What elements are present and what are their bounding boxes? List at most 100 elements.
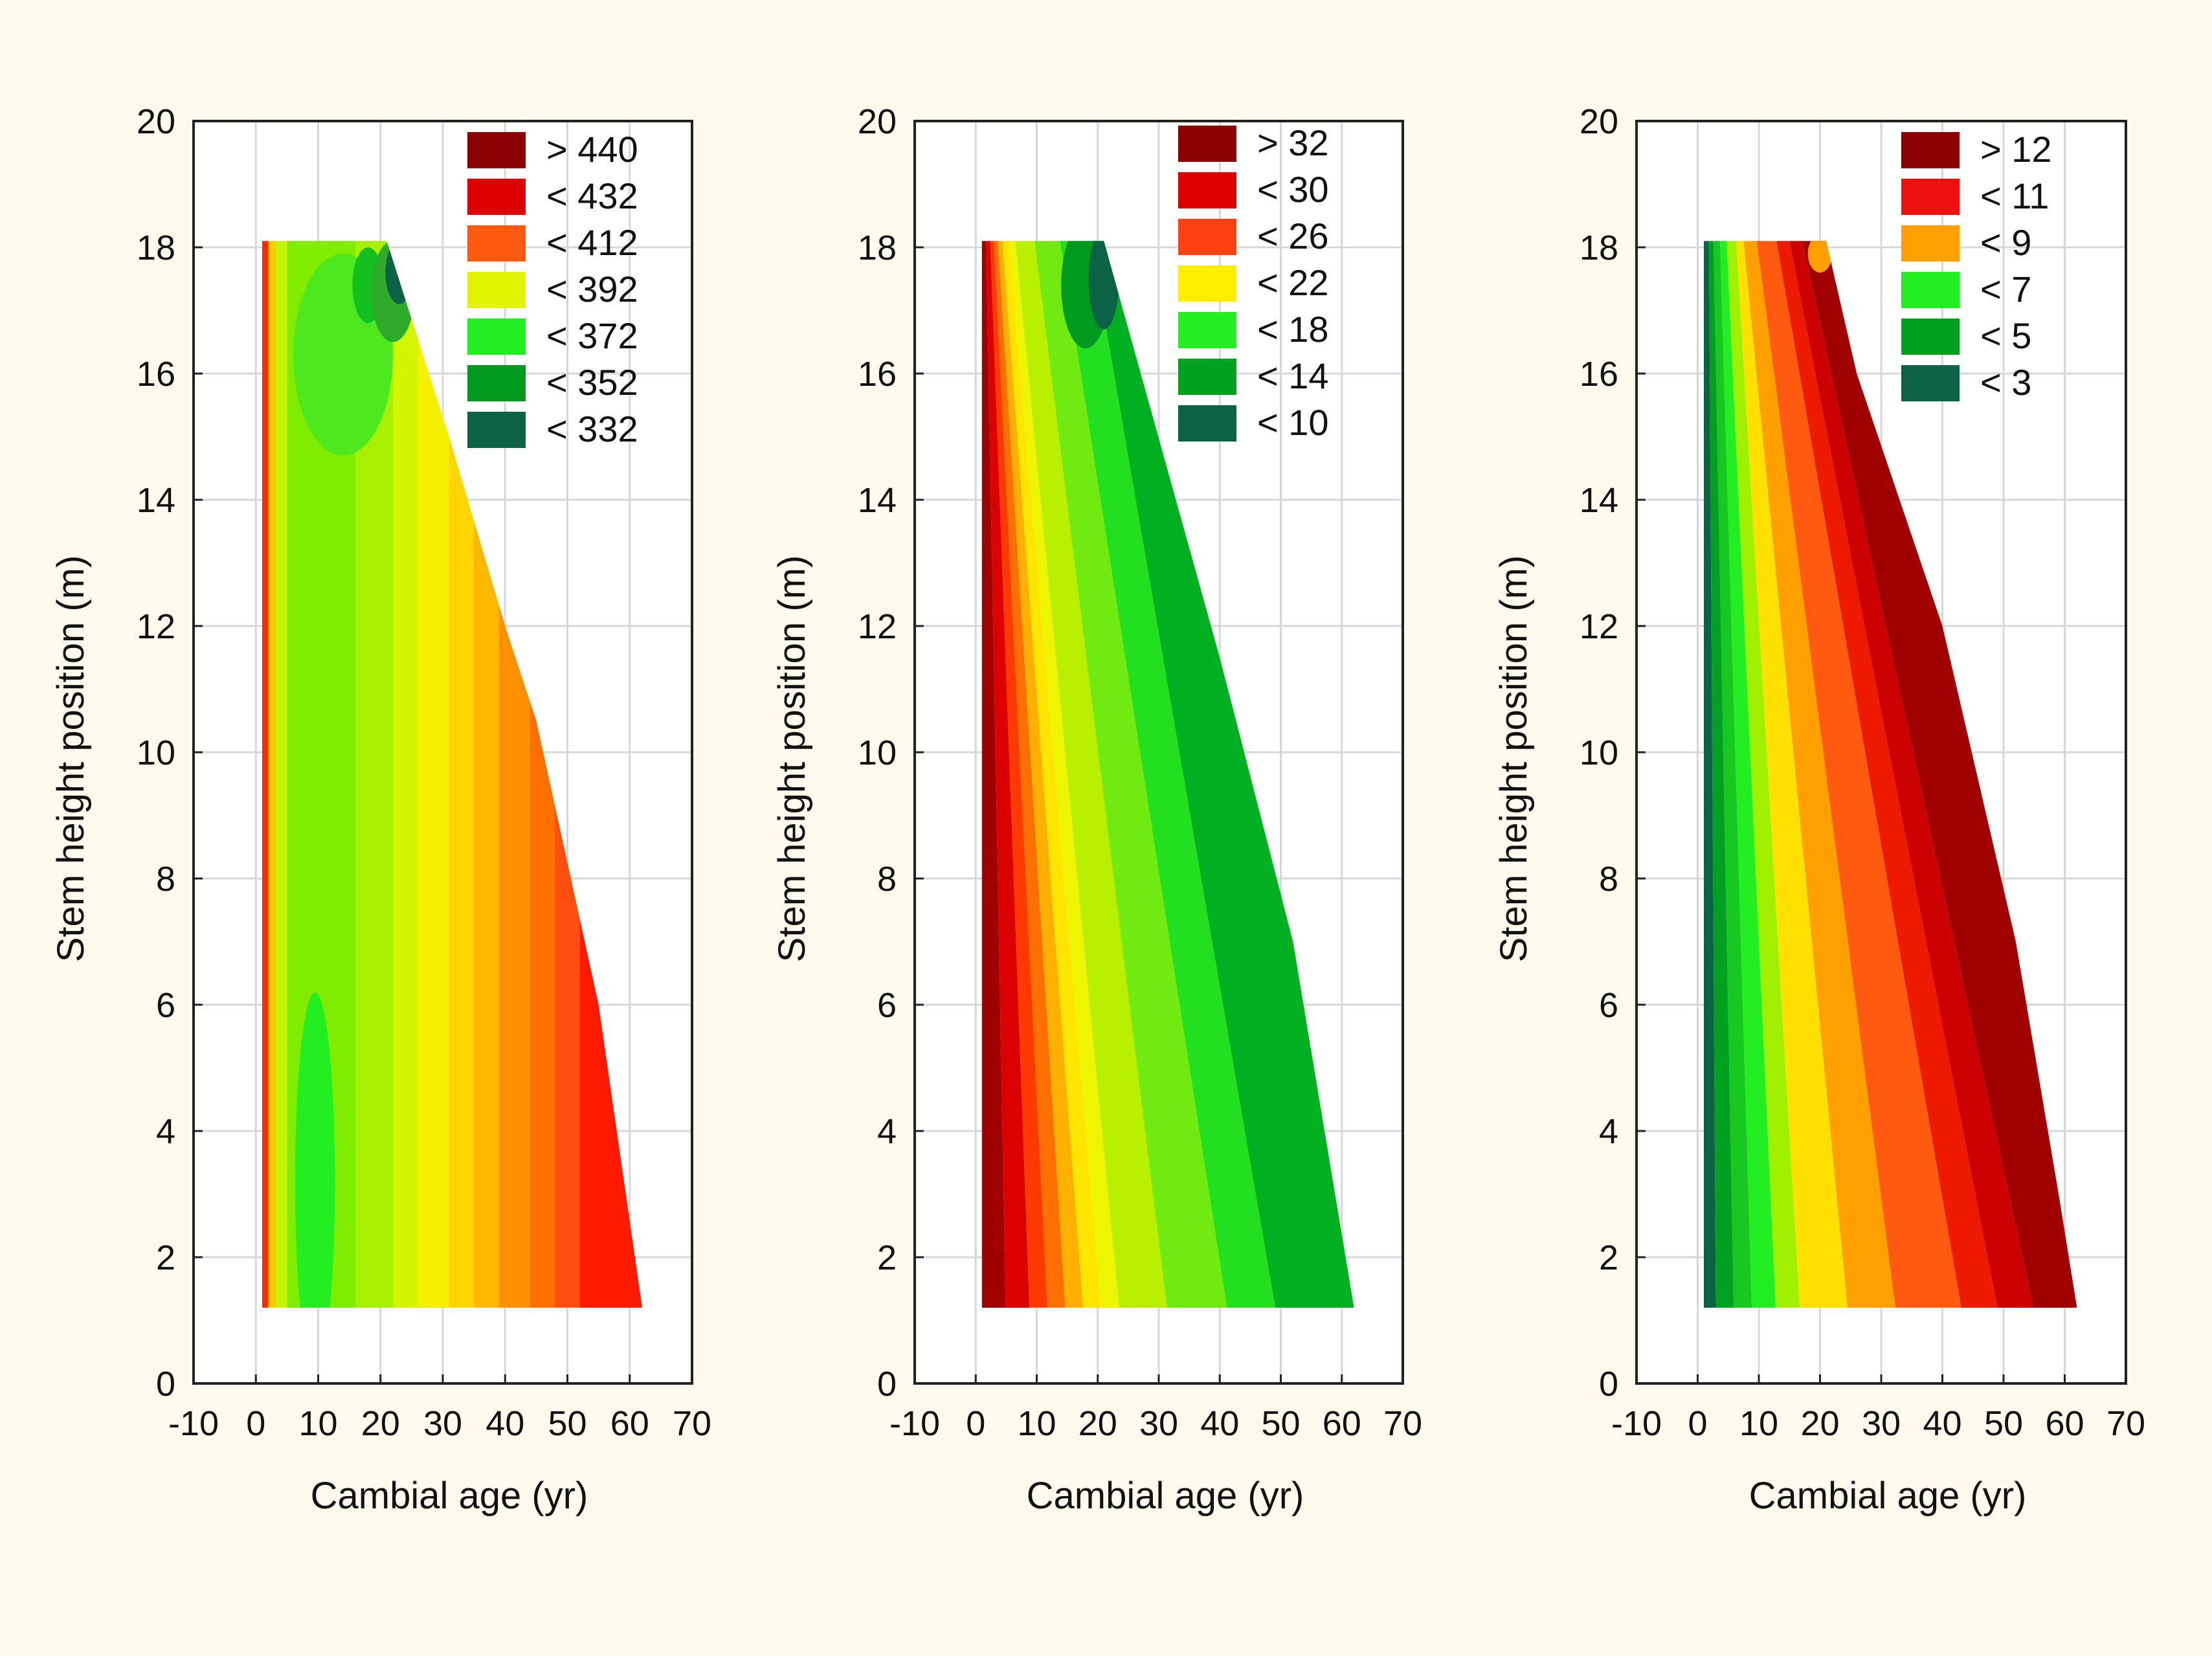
x-tick-label: 40	[1200, 1404, 1239, 1443]
x-axis-title: Cambial age (yr)	[1749, 1475, 2027, 1517]
x-tick-label: -10	[1611, 1404, 1662, 1443]
legend: > 32 < 30 < 26 < 22 < 18 < 14 < 10	[1178, 122, 1329, 443]
y-tick-label: 18	[1580, 229, 1618, 267]
y-tick-label: 10	[137, 733, 175, 772]
legend-label: < 14	[1257, 355, 1329, 396]
y-tick-label: 16	[858, 355, 897, 394]
contour-band-3	[989, 241, 1049, 1308]
contour-band-2	[985, 241, 1031, 1308]
y-axis-title: Stem height position (m)	[50, 555, 92, 963]
x-tick-label: 50	[1261, 1404, 1300, 1443]
legend-label: > 32	[1257, 122, 1329, 163]
y-tick-label: 20	[1580, 102, 1618, 141]
x-tick-label: 10	[1739, 1404, 1778, 1443]
legend-swatch	[1178, 219, 1236, 255]
y-tick-label: 8	[877, 860, 897, 899]
legend-swatch	[1178, 359, 1236, 395]
chart-panel-3: -10 0 10 20 30 40 50 60 7002468101214161820Cambi…	[1493, 102, 2145, 1517]
chart-panel-1: -10 0 10 20 30 40 50 60 7002468101214161820Cambi…	[50, 102, 711, 1517]
legend-label: < 392	[546, 269, 638, 309]
tick-marks	[913, 120, 1404, 1385]
legend-label: > 12	[1980, 129, 2052, 170]
y-tick-label: 6	[156, 986, 175, 1025]
legend-swatch	[467, 272, 526, 308]
legend-swatch	[467, 412, 526, 448]
y-tick-label: 8	[156, 860, 175, 899]
y-tick-label: 6	[877, 986, 897, 1025]
legend-swatch	[1178, 126, 1236, 162]
x-tick-label: 0	[1688, 1404, 1707, 1443]
x-tick-label: 30	[423, 1404, 462, 1443]
legend-label: < 372	[546, 315, 638, 356]
tick-marks	[1635, 120, 2127, 1385]
legend-label: < 432	[546, 175, 638, 216]
y-tick-label: 0	[1599, 1365, 1618, 1404]
x-tick-label: 60	[2045, 1404, 2084, 1443]
y-tick-label: 6	[1599, 986, 1618, 1025]
legend-swatch	[1178, 312, 1236, 348]
contour-band-10	[1055, 241, 1281, 1308]
legend-label: < 26	[1257, 216, 1329, 256]
legend-label: < 11	[1980, 175, 2049, 216]
y-tick-label: 2	[156, 1238, 175, 1277]
legend: > 440 < 432 < 412 < 392 < 372 < 352 < 332	[467, 129, 638, 449]
x-tick-label: 40	[486, 1404, 524, 1443]
legend-label: < 5	[1980, 315, 2031, 356]
contour-band-1	[981, 241, 1007, 1308]
x-tick-label: 70	[1383, 1404, 1422, 1443]
x-tick-label: -10	[889, 1404, 940, 1443]
x-tick-label: 40	[1923, 1404, 1961, 1443]
x-tick-label: 60	[1323, 1404, 1361, 1443]
y-tick-label: 18	[858, 229, 897, 267]
contour-band-9	[1771, 241, 2004, 1308]
legend-swatch	[467, 179, 526, 215]
legend-swatch	[467, 225, 526, 262]
legend-swatch	[467, 319, 526, 355]
contour-band-2	[1708, 241, 1735, 1308]
contour-band-6	[393, 241, 419, 1308]
y-tick-label: 2	[877, 1238, 897, 1277]
legend-swatch	[1901, 319, 1960, 355]
contour-band-8	[1012, 241, 1171, 1308]
legend-label: > 440	[546, 129, 638, 170]
contour-band-5	[996, 241, 1086, 1308]
x-tick-label: 10	[1017, 1404, 1056, 1443]
y-tick-label: 4	[877, 1112, 897, 1151]
legend-swatch	[1901, 132, 1960, 168]
y-tick-label: 8	[1599, 860, 1618, 899]
contour-band-4	[992, 241, 1067, 1308]
y-tick-label: 14	[1580, 481, 1618, 520]
legend-label: < 332	[546, 408, 638, 449]
x-axis-title: Cambial age (yr)	[311, 1475, 588, 1517]
y-tick-label: 10	[858, 733, 897, 772]
contour-band-10	[1783, 241, 2040, 1308]
legend-label: < 7	[1980, 269, 2031, 309]
x-tick-label: -10	[168, 1404, 219, 1443]
y-tick-label: 10	[1580, 733, 1618, 772]
y-tick-label: 16	[137, 355, 175, 394]
x-tick-label: 20	[1078, 1404, 1117, 1443]
y-axis-title: Stem height position (m)	[1493, 555, 1535, 963]
contour-band-4	[1719, 241, 1778, 1308]
legend-swatch	[1901, 225, 1960, 262]
contour-patch-1	[1807, 241, 1833, 273]
legend-label: < 10	[1257, 402, 1329, 443]
y-tick-label: 2	[1599, 1238, 1618, 1277]
contour-band-9	[1031, 241, 1233, 1308]
y-tick-label: 12	[137, 607, 175, 646]
x-tick-label: 0	[966, 1404, 985, 1443]
contour-band-6	[1734, 241, 1851, 1308]
y-tick-label: 20	[137, 102, 175, 141]
legend-label: < 412	[546, 222, 638, 263]
contour-band-3	[276, 241, 288, 1308]
x-tick-label: 30	[1139, 1404, 1178, 1443]
contour-band-6	[1000, 241, 1104, 1308]
x-tick-label: 10	[298, 1404, 337, 1443]
x-tick-label: 70	[673, 1404, 711, 1443]
y-tick-label: 0	[156, 1365, 175, 1404]
y-axis-title: Stem height position (m)	[771, 555, 813, 963]
contour-band-8	[1752, 241, 1967, 1308]
chart-panel-2: -10 0 10 20 30 40 50 60 7002468101214161820Cambi…	[771, 102, 1422, 1517]
contour-band-1	[262, 241, 269, 1308]
